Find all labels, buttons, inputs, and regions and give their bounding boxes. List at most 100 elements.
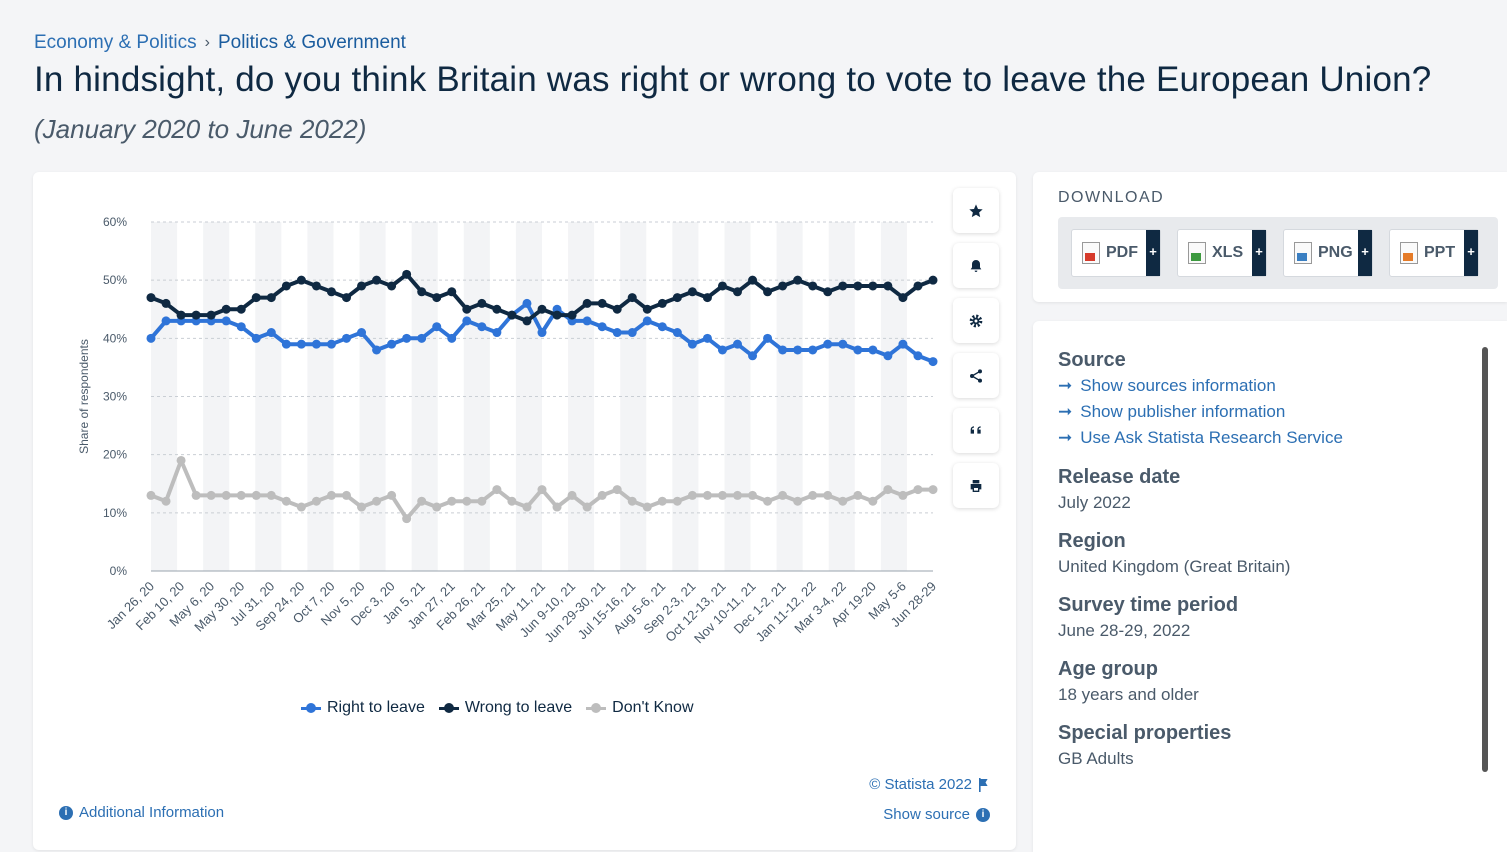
additional-information-link[interactable]: i Additional Information: [59, 804, 224, 821]
y-tick-label: 0%: [110, 564, 128, 578]
legend-item-dont-know[interactable]: Don't Know: [586, 699, 694, 717]
scrollbar[interactable]: [1482, 347, 1488, 772]
series-wrong-to-leave-point: [161, 298, 171, 308]
series-dont-know-point: [357, 502, 367, 512]
series-wrong-to-leave-point: [221, 304, 231, 314]
legend-item-wrong-to-leave[interactable]: Wrong to leave: [438, 699, 572, 717]
series-right-to-leave-point: [928, 357, 938, 367]
series-dont-know-point: [311, 496, 321, 506]
series-wrong-to-leave-point: [206, 310, 216, 320]
series-wrong-to-leave-point: [672, 293, 682, 303]
series-dont-know-point: [793, 496, 803, 506]
series-dont-know-point: [507, 496, 517, 506]
breadcrumb-politics-government[interactable]: Politics & Government: [217, 32, 406, 53]
statistic-details-panel: Source ➞ Show sources information ➞ Show p…: [1033, 321, 1507, 852]
series-right-to-leave-point: [823, 339, 833, 349]
show-source-link[interactable]: Show source i: [883, 806, 990, 823]
series-dont-know-point: [672, 496, 682, 506]
series-wrong-to-leave-point: [597, 298, 607, 308]
download-xls-button[interactable]: XLS +: [1177, 229, 1267, 277]
series-wrong-to-leave-point: [838, 281, 848, 291]
series-right-to-leave-point: [657, 322, 667, 332]
series-dont-know-point: [627, 496, 637, 506]
legend-item-right-to-leave[interactable]: Right to leave: [301, 699, 425, 717]
ask-statista-link[interactable]: ➞ Use Ask Statista Research Service: [1058, 428, 1343, 448]
series-wrong-to-leave-point: [492, 304, 502, 314]
series-dont-know-point: [853, 490, 863, 500]
additional-information-text: Additional Information: [79, 804, 225, 821]
series-right-to-leave-point: [342, 333, 351, 343]
series-wrong-to-leave-point: [627, 293, 637, 303]
series-right-to-leave-point: [311, 339, 321, 349]
legend-swatch-dontknow: [586, 703, 607, 713]
plus-icon: +: [1464, 230, 1478, 276]
series-wrong-to-leave-point: [311, 281, 321, 291]
favorite-button[interactable]: [953, 188, 999, 233]
series-dont-know-point: [206, 490, 216, 500]
series-right-to-leave-point: [672, 328, 682, 338]
quote-icon: [970, 425, 981, 434]
series-wrong-to-leave-point: [191, 310, 201, 320]
survey-period-label: Survey time period: [1058, 594, 1239, 616]
series-right-to-leave-point: [868, 345, 878, 355]
series-dont-know-point: [552, 502, 562, 512]
chart-card: 0% 10% 20% 30% 40% 50% 60% Share of respondents…: [33, 172, 1016, 850]
survey-period-value: June 28-29, 2022: [1058, 621, 1191, 640]
series-wrong-to-leave-point: [928, 275, 938, 285]
series-wrong-to-leave-point: [733, 287, 742, 297]
series-right-to-leave-point: [913, 351, 923, 361]
series-wrong-to-leave-point: [342, 293, 351, 303]
series-wrong-to-leave-point: [552, 310, 562, 320]
legend-label: Don't Know: [612, 699, 694, 716]
link-text: Show publisher information: [1080, 402, 1286, 421]
statista-copyright[interactable]: © Statista 2022: [869, 776, 990, 793]
show-publisher-link[interactable]: ➞ Show publisher information: [1058, 402, 1343, 422]
series-wrong-to-leave-point: [612, 304, 622, 314]
release-date-label: Release date: [1058, 466, 1181, 488]
series-wrong-to-leave-point: [402, 269, 412, 279]
download-ppt-button[interactable]: PPT +: [1389, 229, 1479, 277]
series-right-to-leave-point: [221, 316, 231, 326]
series-wrong-to-leave-point: [687, 287, 697, 297]
series-right-to-leave-point: [778, 345, 788, 355]
series-right-to-leave-point: [597, 322, 607, 332]
y-tick-label: 50%: [103, 273, 127, 287]
series-wrong-to-leave-point: [642, 304, 652, 314]
series-right-to-leave-point: [748, 351, 758, 361]
series-dont-know-point: [387, 490, 397, 500]
series-right-to-leave-point: [161, 316, 171, 326]
series-wrong-to-leave-point: [823, 287, 833, 297]
series-right-to-leave-point: [793, 345, 803, 355]
y-tick-label: 30%: [103, 390, 127, 404]
series-right-to-leave-point: [402, 333, 412, 343]
cite-button[interactable]: [953, 408, 999, 453]
show-source-text: Show source: [883, 806, 970, 823]
release-date-value: July 2022: [1058, 493, 1131, 512]
download-label: XLS: [1212, 244, 1244, 261]
download-title: DOWNLOAD: [1058, 189, 1165, 206]
download-pdf-button[interactable]: PDF +: [1071, 229, 1161, 277]
download-png-button[interactable]: PNG +: [1283, 229, 1373, 277]
link-text: Show sources information: [1080, 376, 1276, 395]
series-wrong-to-leave-point: [417, 287, 427, 297]
series-wrong-to-leave-point: [717, 281, 727, 291]
series-right-to-leave-point: [898, 339, 908, 349]
series-dont-know-point: [913, 485, 923, 495]
series-dont-know-point: [191, 490, 201, 500]
show-sources-link[interactable]: ➞ Show sources information: [1058, 376, 1343, 396]
pdf-file-icon: [1082, 242, 1100, 264]
series-dont-know-point: [612, 485, 622, 495]
share-button[interactable]: [953, 353, 999, 398]
copyright-text: © Statista 2022: [869, 776, 972, 793]
series-right-to-leave-point: [717, 345, 727, 355]
breadcrumb-economy-politics[interactable]: Economy & Politics: [34, 32, 197, 53]
series-dont-know-point: [176, 455, 186, 465]
print-button[interactable]: [953, 463, 999, 508]
settings-button[interactable]: [953, 298, 999, 343]
series-dont-know-point: [808, 490, 818, 500]
png-file-icon: [1294, 242, 1312, 264]
special-properties-value: GB Adults: [1058, 749, 1134, 768]
series-wrong-to-leave-point: [462, 304, 472, 314]
legend-swatch-right: [301, 703, 321, 713]
notification-button[interactable]: [953, 243, 999, 288]
